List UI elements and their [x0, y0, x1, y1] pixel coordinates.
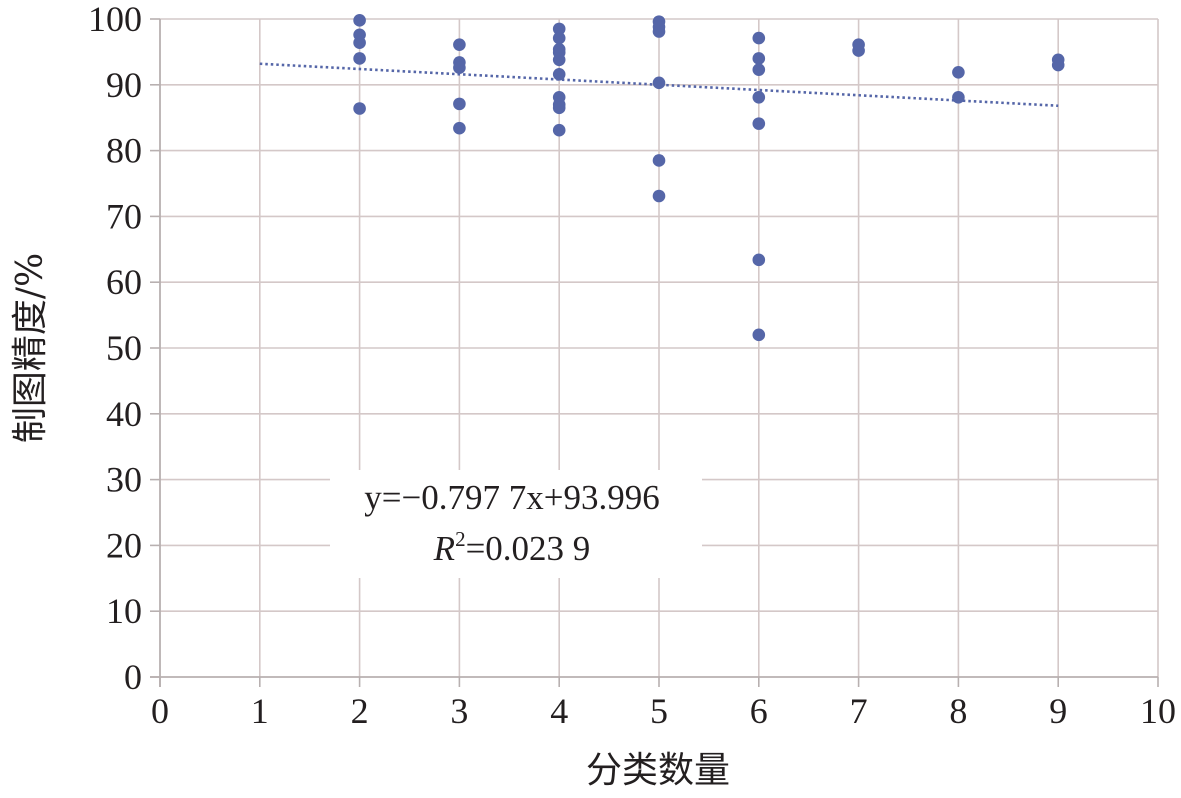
x-tick-label: 0: [151, 691, 169, 731]
data-point: [453, 38, 466, 51]
r-squared-superscript: 2: [455, 527, 466, 551]
y-tick-label: 90: [106, 65, 142, 105]
data-point: [752, 117, 766, 130]
x-tick-label: 10: [1140, 691, 1176, 731]
data-point: [752, 63, 766, 76]
equation-box: y=−0.797 7x+93.996 R2=0.023 9: [330, 470, 702, 578]
y-tick-label: 20: [106, 525, 142, 565]
y-tick-label: 0: [124, 657, 142, 697]
x-tick-labels: 0 1 2 3 4 5 6 7 8 9 10: [151, 691, 1176, 731]
equation-text: y=−0.797 7x+93.996: [364, 478, 659, 517]
x-tick-label: 2: [351, 691, 369, 731]
data-point: [1051, 58, 1065, 72]
y-axis-title: 制图精度/%: [10, 253, 51, 443]
y-tick-labels: 0 10 20 30 40 50 60 70 80 90 100: [88, 0, 142, 697]
data-point: [652, 76, 666, 90]
x-tick-label: 4: [550, 691, 568, 731]
r-squared-symbol: R: [433, 529, 455, 568]
grid-lines: [160, 18, 1159, 677]
data-point: [353, 36, 366, 49]
data-point: [752, 91, 766, 104]
data-point: [453, 97, 466, 111]
x-axis-title: 分类数量: [586, 750, 730, 791]
y-tick-label: 80: [106, 131, 142, 171]
y-tick-label: 40: [106, 394, 142, 434]
data-point: [552, 67, 566, 81]
y-tick-label: 70: [106, 196, 142, 236]
data-point: [752, 52, 766, 65]
trendline-group: [259, 62, 1059, 108]
x-tick-label: 5: [650, 691, 668, 731]
data-point: [552, 31, 566, 45]
y-tick-label: 60: [106, 262, 142, 302]
data-point: [353, 14, 366, 27]
y-tick-label: 50: [106, 328, 142, 368]
data-point: [752, 31, 766, 45]
y-tick-label: 100: [88, 0, 142, 39]
data-point: [652, 189, 666, 203]
y-tick-label: 10: [106, 591, 142, 631]
data-point: [353, 102, 366, 115]
data-point: [952, 91, 965, 104]
x-tick-label: 3: [450, 691, 468, 731]
data-point: [752, 253, 766, 267]
axes: [150, 18, 1159, 687]
trendline: [259, 62, 1059, 108]
x-tick-label: 8: [949, 691, 967, 731]
r-squared-text: R2=0.023 9: [433, 527, 591, 568]
data-point: [453, 121, 466, 135]
data-point: [552, 22, 566, 36]
x-tick-label: 7: [850, 691, 868, 731]
x-tick-label: 1: [251, 691, 269, 731]
data-point: [453, 61, 466, 74]
x-tick-label: 9: [1049, 691, 1067, 731]
data-point: [752, 328, 766, 342]
x-tick-label: 6: [750, 691, 768, 731]
data-point: [952, 65, 965, 79]
data-points: [353, 14, 1065, 342]
data-point: [552, 53, 566, 67]
r-squared-value: =0.023 9: [466, 529, 591, 568]
data-point: [552, 123, 566, 137]
data-point: [652, 25, 666, 38]
data-point: [552, 101, 566, 115]
data-point: [353, 52, 366, 65]
y-tick-label: 30: [106, 460, 142, 500]
data-point: [652, 154, 666, 167]
data-point: [852, 44, 865, 57]
